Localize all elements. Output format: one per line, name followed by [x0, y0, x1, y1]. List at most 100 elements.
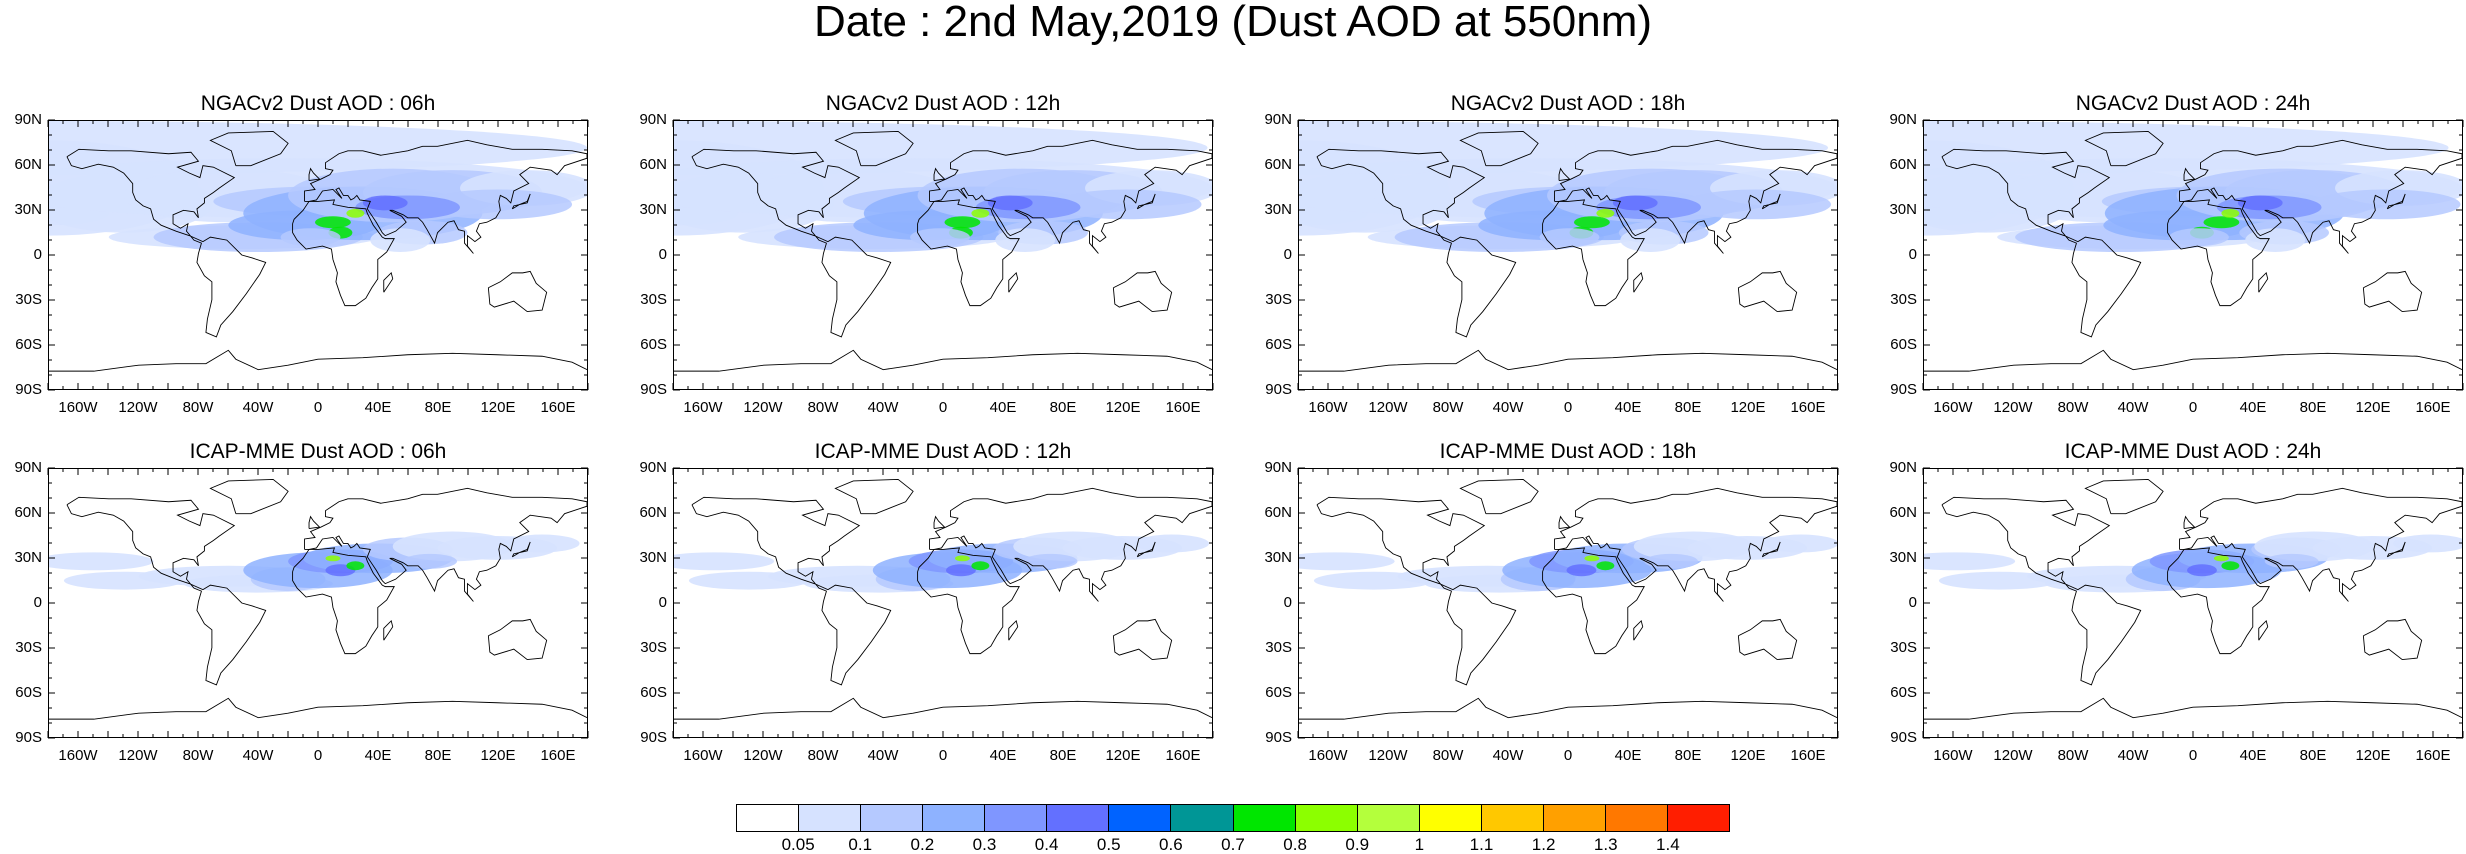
- aod-blob: [1566, 564, 1597, 577]
- map-panel-icap-18h: ICAP-MME Dust AOD : 18h 90N 60N 30N 0 30S 60S 9…: [1252, 440, 1846, 778]
- coastline: [1136, 541, 1156, 558]
- dust-aod-map: [674, 478, 1212, 720]
- aod-blob: [944, 216, 981, 229]
- coastline: [308, 515, 321, 529]
- colorbar-label: 0.4: [1034, 835, 1059, 854]
- coastline: [917, 547, 1020, 655]
- coastline: [834, 478, 914, 515]
- lon-tick-label: 120W: [1993, 399, 2033, 416]
- panel-title: NGACv2 Dust AOD : 12h: [825, 92, 1061, 115]
- aod-blob: [362, 195, 408, 211]
- lon-tick-label: 160E: [1790, 399, 1826, 416]
- lat-tick-label: 60N: [1264, 156, 1292, 173]
- colorbar-swatch: [799, 805, 862, 831]
- aod-field: [1299, 531, 1837, 593]
- colorbar-swatch: [1171, 805, 1234, 831]
- coastline: [383, 619, 394, 641]
- aod-blob: [422, 189, 573, 220]
- coastlines: [1299, 478, 1837, 720]
- coastline: [511, 193, 531, 210]
- axis-ticks: [672, 119, 1214, 391]
- lat-tick-label: 60N: [1889, 156, 1917, 173]
- lat-tick-label: 60S: [1265, 336, 1292, 353]
- lat-tick-label: 60N: [14, 156, 42, 173]
- coastline: [674, 697, 1212, 720]
- lon-tick-label: 120W: [743, 399, 783, 416]
- lat-tick-label: 60N: [1889, 504, 1917, 521]
- colorbar-swatch: [1419, 805, 1482, 831]
- colorbar-label: 1.1: [1469, 835, 1494, 854]
- lon-tick-label: 120E: [1105, 747, 1141, 764]
- coastline: [674, 349, 1212, 372]
- coastline: [917, 199, 1020, 307]
- lat-tick-label: 30N: [639, 549, 667, 566]
- lat-tick-label: 90N: [639, 459, 667, 476]
- coastlines: [1299, 130, 1837, 372]
- coastline: [1542, 547, 1645, 655]
- lat-tick-label: 90N: [14, 459, 42, 476]
- lat-tick-label: 30S: [15, 291, 42, 308]
- lon-tick-label: 0: [2188, 399, 2198, 416]
- lon-tick-label: 160W: [683, 747, 723, 764]
- aod-blob: [2203, 216, 2240, 229]
- lon-tick-label: 40E: [2239, 399, 2267, 416]
- coastlines: [674, 478, 1212, 720]
- lat-tick-label: 0: [1283, 594, 1292, 611]
- colorbar-swatch: [737, 805, 800, 831]
- dust-aod-map: [1299, 478, 1837, 720]
- lat-tick-label: 60N: [1264, 504, 1292, 521]
- axis-ticks: [1297, 119, 1839, 391]
- coastline: [383, 271, 394, 293]
- lat-tick-label: 90N: [1889, 459, 1917, 476]
- lon-tick-label: 80E: [424, 747, 452, 764]
- lat-tick-label: 30S: [1890, 291, 1917, 308]
- coastline: [929, 487, 1212, 602]
- coastline: [66, 496, 267, 686]
- lon-tick-label: 0: [313, 747, 323, 764]
- lon-tick-label: 40W: [242, 399, 274, 416]
- map-panel-icap-24h: ICAP-MME Dust AOD : 24h 90N 60N 30N 0 30S 60S 9…: [1877, 440, 2466, 778]
- aod-blob: [1299, 552, 1395, 571]
- lon-tick-label: 120E: [1105, 399, 1141, 416]
- lat-tick-label: 90S: [15, 729, 42, 746]
- coastline: [2258, 619, 2269, 641]
- coastline: [292, 547, 395, 655]
- coastline: [1316, 148, 1517, 338]
- lat-tick-label: 0: [658, 246, 667, 263]
- lat-tick-label: 30S: [1265, 639, 1292, 656]
- aod-blob: [2187, 564, 2217, 577]
- axis-ticks: [1922, 119, 2464, 391]
- coastline: [1299, 697, 1837, 720]
- lat-tick-label: 30S: [640, 291, 667, 308]
- lat-tick-label: 30N: [1889, 201, 1917, 218]
- lon-tick-label: 80E: [2299, 747, 2327, 764]
- lon-tick-label: 120E: [480, 399, 516, 416]
- lon-tick-label: 80W: [182, 747, 214, 764]
- lat-tick-label: 0: [1283, 246, 1292, 263]
- lon-tick-label: 160W: [683, 399, 723, 416]
- coastline: [2258, 271, 2269, 293]
- coastline: [209, 130, 289, 167]
- aod-blob: [2245, 228, 2306, 253]
- colorbar-swatch: [1233, 805, 1296, 831]
- lon-tick-label: 80E: [1049, 399, 1077, 416]
- aod-blob: [2221, 208, 2240, 218]
- lon-tick-label: 40W: [867, 747, 899, 764]
- coastline: [1761, 193, 1781, 210]
- coastline: [1737, 618, 1798, 661]
- coastline: [49, 349, 587, 372]
- map-frame: [1923, 120, 2463, 390]
- map-panel-icap-06h: ICAP-MME Dust AOD : 06h 90N 60N 30N 0 30S 60S 9…: [2, 440, 596, 778]
- aod-blob: [2393, 534, 2462, 553]
- lat-tick-label: 30S: [1265, 291, 1292, 308]
- lon-tick-label: 160W: [58, 747, 98, 764]
- lon-tick-label: 160W: [1933, 747, 1973, 764]
- aod-blob: [987, 195, 1033, 211]
- lon-tick-label: 120E: [480, 747, 516, 764]
- axis-ticks: [1922, 467, 2464, 739]
- coastlines: [1924, 130, 2462, 372]
- aod-blob: [49, 552, 154, 571]
- aod-blob: [2221, 561, 2240, 571]
- lat-tick-label: 30N: [1264, 549, 1292, 566]
- lat-tick-label: 90N: [639, 111, 667, 128]
